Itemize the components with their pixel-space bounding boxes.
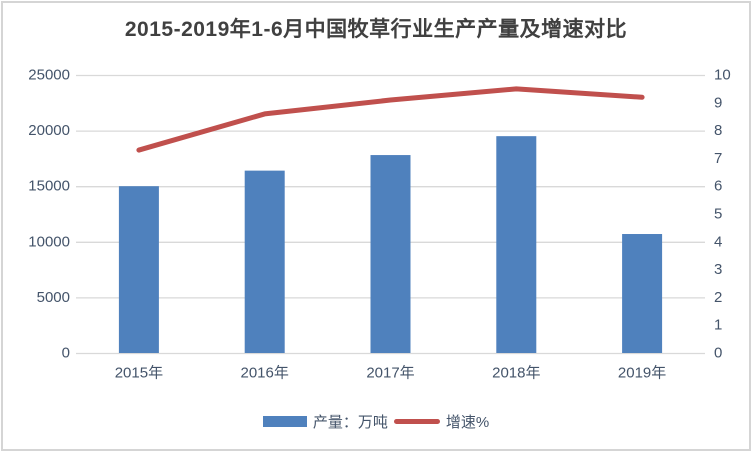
left-axis-tick-label: 25000 bbox=[28, 67, 70, 84]
right-axis-tick-label: 2 bbox=[714, 289, 722, 306]
left-axis-tick-label: 5000 bbox=[37, 289, 70, 306]
right-axis-tick-label: 4 bbox=[714, 233, 722, 250]
right-axis-tick-label: 0 bbox=[714, 345, 722, 362]
right-axis-tick-label: 9 bbox=[714, 94, 722, 111]
legend-item-production: 产量：万吨 bbox=[262, 411, 388, 432]
right-axis-tick-label: 3 bbox=[714, 261, 722, 278]
chart-title: 2015-2019年1-6月中国牧草行业生产产量及增速对比 bbox=[124, 18, 628, 41]
legend-growth-label: 增速% bbox=[445, 413, 490, 431]
x-axis-category-label: 2016年 bbox=[241, 365, 289, 382]
left-axis-tick-label: 20000 bbox=[28, 122, 70, 139]
right-axis-tick-label: 8 bbox=[714, 122, 722, 139]
bar-2016年 bbox=[244, 170, 285, 353]
growth-rate-line bbox=[136, 86, 645, 153]
left-axis-tick-label: 10000 bbox=[28, 233, 70, 250]
production-series-swatch-icon bbox=[262, 415, 307, 427]
x-axis-category-label: 2018年 bbox=[492, 365, 540, 382]
right-axis-tick-label: 6 bbox=[714, 178, 722, 195]
x-axis-category-label: 2015年 bbox=[115, 365, 163, 382]
right-axis-tick-label: 7 bbox=[714, 150, 722, 167]
legend-item-growth: 增速% bbox=[393, 411, 490, 432]
bar-2018年 bbox=[496, 136, 537, 353]
right-axis-tick-label: 5 bbox=[714, 206, 722, 223]
chart-legend: 产量：万吨 增速% bbox=[0, 408, 752, 434]
left-axis-tick-label: 0 bbox=[62, 345, 70, 362]
legend-production-label: 产量：万吨 bbox=[312, 413, 388, 431]
x-axis-category-label: 2019年 bbox=[618, 365, 666, 382]
left-axis-tick-label: 15000 bbox=[28, 178, 70, 195]
x-axis-category-label: 2017年 bbox=[366, 365, 414, 382]
bar-2019年 bbox=[622, 234, 663, 353]
bar-2015年 bbox=[118, 186, 159, 353]
growth-series-line-icon bbox=[393, 418, 440, 424]
right-axis-tick-label: 10 bbox=[714, 67, 731, 84]
bar-2017年 bbox=[370, 155, 411, 353]
right-axis-tick-label: 1 bbox=[714, 317, 722, 334]
